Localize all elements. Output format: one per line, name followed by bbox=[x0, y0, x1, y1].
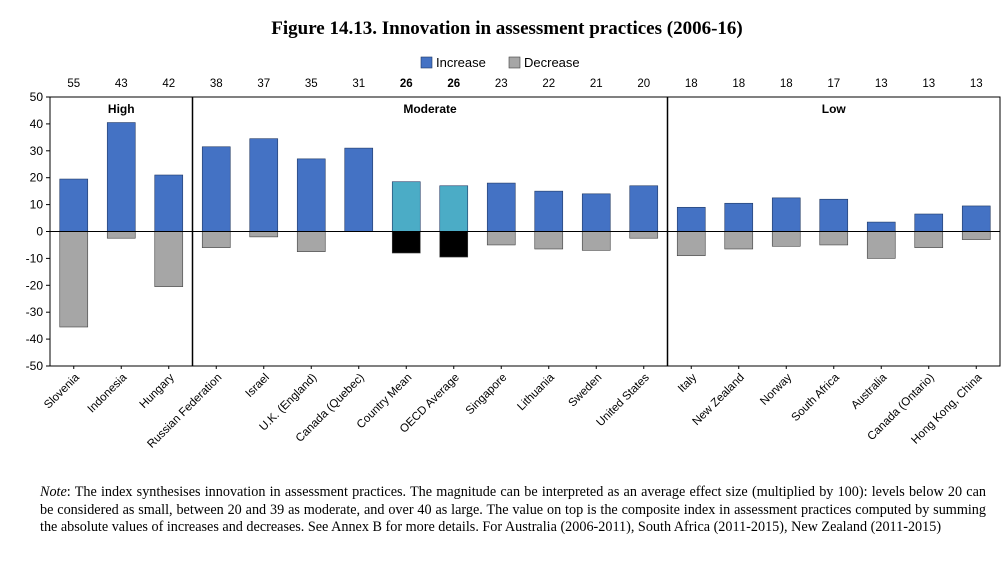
bar-decrease-indonesia bbox=[106, 231, 136, 239]
composite-value-label: 55 bbox=[67, 78, 80, 90]
legend: Increase Decrease bbox=[420, 55, 580, 70]
bar-decrease-new-zealand bbox=[724, 231, 754, 250]
composite-value-label: 38 bbox=[210, 78, 223, 90]
composite-value-label: 18 bbox=[685, 78, 698, 90]
group-label-high: High bbox=[108, 102, 135, 116]
composite-value-label: 21 bbox=[590, 78, 603, 90]
composite-value-label: 17 bbox=[827, 78, 840, 90]
y-tick-label: -10 bbox=[26, 251, 44, 265]
bar-decrease-hong-kong-china bbox=[961, 231, 991, 240]
bar-chart: Figure 14.13. Innovation in assessment p… bbox=[26, 18, 1001, 451]
category-label: Sweden bbox=[566, 372, 604, 410]
bar-increase-canada-ontario bbox=[914, 213, 944, 232]
y-tick-label: 40 bbox=[30, 117, 44, 131]
composite-value-label: 18 bbox=[780, 78, 793, 90]
y-tick-label: 10 bbox=[30, 198, 44, 212]
bar-decrease-south-africa bbox=[819, 231, 849, 246]
composite-value-label: 22 bbox=[542, 78, 555, 90]
composite-value-label: 26 bbox=[400, 78, 413, 90]
category-label: South Africa bbox=[790, 371, 843, 424]
bar-decrease-sweden bbox=[581, 231, 611, 251]
group-label-moderate: Moderate bbox=[403, 102, 457, 116]
bar-decrease-u-k-england bbox=[296, 231, 326, 252]
bar-decrease-israel bbox=[249, 231, 279, 238]
bar-increase-norway bbox=[771, 197, 801, 232]
composite-value-label: 26 bbox=[447, 78, 460, 90]
category-label: Italy bbox=[676, 371, 700, 395]
y-tick-label: -20 bbox=[26, 278, 44, 292]
y-tick-label: 20 bbox=[30, 171, 44, 185]
bar-decrease-singapore bbox=[486, 231, 516, 246]
composite-value-label: 31 bbox=[352, 78, 365, 90]
bar-decrease-united-states bbox=[629, 231, 659, 239]
bar-increase-new-zealand bbox=[724, 202, 754, 232]
category-label: Indonesia bbox=[86, 371, 130, 415]
composite-value-label: 13 bbox=[970, 78, 983, 90]
legend-label-increase: Increase bbox=[436, 55, 486, 70]
group-label-low: Low bbox=[822, 102, 847, 116]
bar-increase-indonesia bbox=[106, 122, 136, 232]
bar-increase-hong-kong-china bbox=[961, 205, 991, 232]
y-tick-label: 50 bbox=[30, 90, 44, 104]
category-label: Hungary bbox=[138, 371, 177, 410]
bar-decrease-norway bbox=[771, 231, 801, 247]
bar-decrease-lithuania bbox=[534, 231, 564, 250]
bar-decrease-oecd-average bbox=[439, 231, 469, 258]
bar-increase-south-africa bbox=[819, 198, 849, 232]
bar-increase-country-mean bbox=[391, 181, 421, 232]
composite-value-label: 20 bbox=[637, 78, 650, 90]
category-label: Lithuania bbox=[515, 371, 557, 413]
composite-value-label: 13 bbox=[922, 78, 935, 90]
note-label: Note bbox=[40, 484, 67, 500]
y-tick-label: -50 bbox=[26, 359, 44, 373]
bar-increase-sweden bbox=[581, 193, 611, 232]
composite-value-label: 23 bbox=[495, 78, 508, 90]
y-tick-label: -30 bbox=[26, 305, 44, 319]
y-tick-label: -40 bbox=[26, 332, 44, 346]
bar-increase-hungary bbox=[154, 174, 184, 232]
category-label: Israel bbox=[243, 372, 271, 400]
composite-value-label: 43 bbox=[115, 78, 128, 90]
composite-value-label: 35 bbox=[305, 78, 318, 90]
y-tick-label: 0 bbox=[36, 225, 43, 239]
bar-decrease-australia bbox=[866, 231, 896, 259]
bar-increase-russian-federation bbox=[201, 146, 231, 232]
bar-increase-australia bbox=[866, 221, 896, 232]
bar-increase-lithuania bbox=[534, 190, 564, 232]
note-text: : The index synthesises innovation in as… bbox=[40, 484, 986, 535]
bar-decrease-hungary bbox=[154, 231, 184, 287]
chart-note: Note: The index synthesises innovation i… bbox=[40, 484, 986, 537]
bar-increase-oecd-average bbox=[439, 185, 469, 232]
legend-swatch-decrease bbox=[508, 56, 521, 69]
bar-increase-canada-quebec bbox=[344, 147, 374, 232]
composite-value-label: 37 bbox=[257, 78, 270, 90]
composite-value-label: 42 bbox=[162, 78, 175, 90]
legend-swatch-increase bbox=[420, 56, 433, 69]
bar-decrease-italy bbox=[676, 231, 706, 257]
bar-decrease-slovenia bbox=[59, 231, 89, 328]
category-label: Slovenia bbox=[42, 371, 82, 411]
bar-decrease-country-mean bbox=[391, 231, 421, 254]
category-label: Norway bbox=[758, 371, 794, 407]
bar-decrease-canada-ontario bbox=[914, 231, 944, 248]
chart-title: Figure 14.13. Innovation in assessment p… bbox=[271, 18, 742, 39]
category-label: Australia bbox=[849, 371, 890, 412]
bar-increase-slovenia bbox=[59, 178, 89, 232]
legend-label-decrease: Decrease bbox=[524, 55, 580, 70]
bar-increase-united-states bbox=[629, 185, 659, 232]
category-label: Singapore bbox=[464, 372, 510, 418]
bar-increase-singapore bbox=[486, 182, 516, 232]
bar-decrease-russian-federation bbox=[201, 231, 231, 248]
composite-value-label: 13 bbox=[875, 78, 888, 90]
y-tick-label: 30 bbox=[30, 144, 44, 158]
bar-increase-italy bbox=[676, 206, 706, 232]
bar-increase-israel bbox=[249, 138, 279, 232]
bar-increase-u-k-england bbox=[296, 158, 326, 232]
composite-value-label: 18 bbox=[732, 78, 745, 90]
